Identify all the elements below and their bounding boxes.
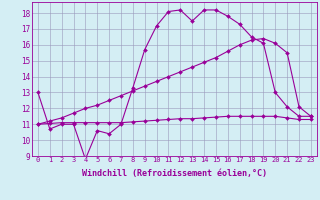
X-axis label: Windchill (Refroidissement éolien,°C): Windchill (Refroidissement éolien,°C) (82, 169, 267, 178)
